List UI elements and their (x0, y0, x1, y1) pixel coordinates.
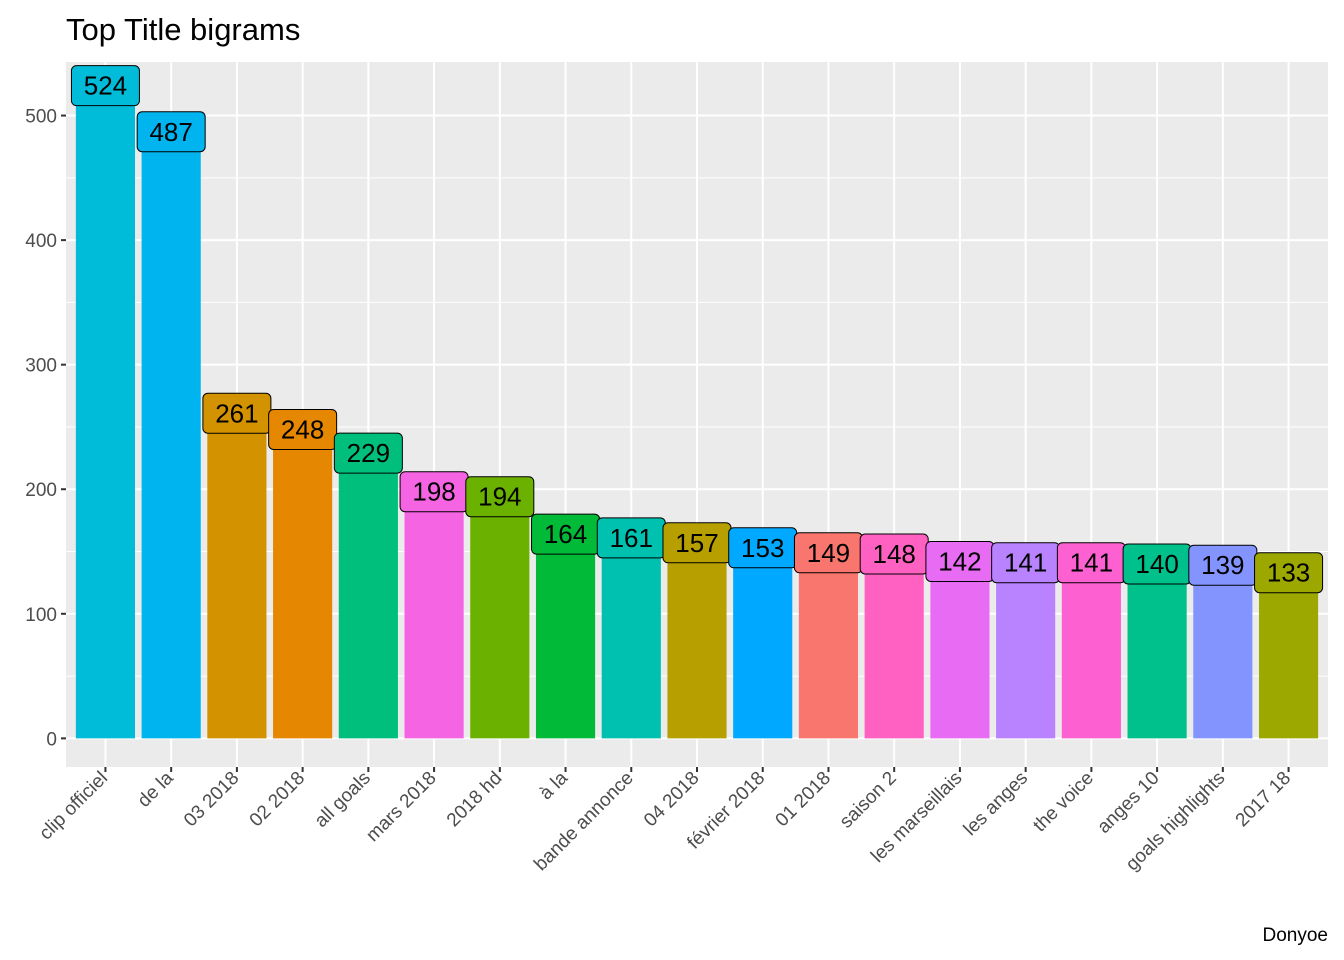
bar (207, 413, 267, 739)
data-label-box (136, 111, 206, 153)
bar (1127, 563, 1187, 739)
data-label-box (465, 476, 535, 518)
data-label: 153 (741, 533, 784, 563)
x-tick-label: mars 2018 (362, 768, 440, 846)
data-label: 248 (281, 414, 324, 444)
y-tick-label: 0 (46, 729, 57, 750)
bar (273, 429, 333, 739)
y-tick-label: 400 (25, 231, 57, 252)
bar (75, 85, 136, 739)
bar (798, 552, 859, 739)
bar (667, 542, 727, 739)
bar (864, 554, 924, 739)
x-axis: clip officiel de la 03 2018 02 2018 all goal… (35, 767, 1295, 875)
data-labels: 524 487 261 248 229 198 194 164 161 157 153 149 148 1… (70, 65, 1324, 594)
bar (996, 562, 1056, 739)
x-tick-label: 2017 18 (1232, 768, 1295, 831)
x-tick-label: saison 2 (836, 768, 901, 833)
data-label: 524 (84, 71, 127, 101)
data-label: 198 (412, 477, 455, 507)
data-label: 133 (1267, 558, 1310, 588)
bar (470, 496, 530, 739)
data-label: 157 (675, 528, 718, 558)
data-label-box (268, 408, 338, 450)
y-tick-label: 300 (25, 356, 57, 377)
bar (535, 534, 596, 739)
data-label: 149 (807, 538, 850, 568)
data-label: 487 (149, 117, 192, 147)
y-tick-label: 200 (25, 480, 57, 501)
data-label: 161 (610, 523, 653, 553)
y-tick-label: 500 (25, 107, 57, 128)
x-tick-label: de la (134, 767, 178, 811)
data-label: 142 (938, 546, 981, 576)
x-tick-label: 04 2018 (640, 768, 703, 831)
data-label: 140 (1135, 549, 1178, 579)
x-tick-label: 01 2018 (772, 768, 835, 831)
bar (733, 547, 793, 739)
x-tick-label: the voice (1029, 768, 1098, 837)
bars (75, 85, 1319, 739)
data-label: 141 (1004, 548, 1047, 578)
data-label: 141 (1070, 548, 1113, 578)
x-tick-label: all goals (311, 768, 375, 832)
y-tick-label: 100 (25, 605, 57, 626)
y-axis: 0 100 200 300 400 500 (25, 107, 66, 750)
data-label: 194 (478, 482, 521, 512)
x-tick-label: anges 10 (1094, 768, 1164, 838)
bar (338, 453, 398, 739)
data-label-box (1254, 552, 1324, 594)
chart-title: Top Title bigrams (66, 12, 300, 47)
x-tick-label: 02 2018 (246, 768, 309, 831)
data-label: 261 (215, 398, 258, 428)
data-label: 164 (544, 519, 587, 549)
data-label: 148 (872, 539, 915, 569)
bar (141, 131, 201, 739)
x-tick-label: clip officiel (35, 768, 112, 845)
data-label: 229 (347, 438, 390, 468)
x-tick-label: les anges (960, 768, 1032, 840)
bar (930, 561, 990, 739)
chart-caption: Donyoe (1263, 925, 1329, 946)
x-tick-label: 2018 hd (443, 768, 506, 831)
bar (601, 537, 661, 739)
bar (1061, 562, 1121, 739)
data-label-box (70, 65, 140, 107)
bar (404, 491, 464, 739)
x-tick-label: 03 2018 (180, 768, 243, 831)
data-label: 139 (1201, 550, 1244, 580)
data-label-box (333, 432, 403, 474)
bar (1258, 572, 1319, 739)
bar (1193, 565, 1253, 739)
x-tick-label: à la (536, 767, 573, 804)
